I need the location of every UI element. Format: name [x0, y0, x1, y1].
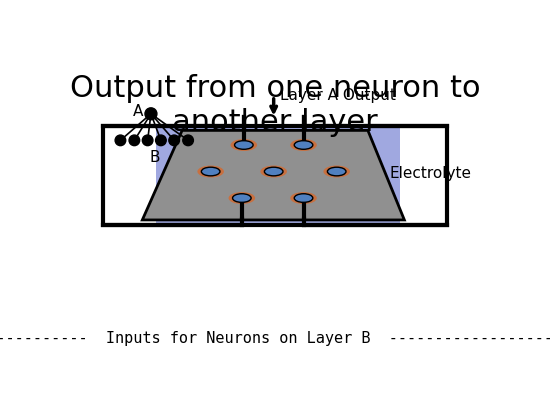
Ellipse shape	[201, 167, 220, 176]
Circle shape	[129, 135, 140, 146]
Text: Output from one neuron to
another layer: Output from one neuron to another layer	[70, 74, 480, 136]
Ellipse shape	[290, 192, 317, 204]
Circle shape	[145, 108, 157, 120]
Ellipse shape	[265, 167, 283, 176]
Text: B: B	[149, 150, 160, 165]
Ellipse shape	[294, 194, 313, 202]
Ellipse shape	[327, 167, 346, 176]
Ellipse shape	[260, 165, 287, 178]
Text: Electrolyte: Electrolyte	[389, 166, 471, 181]
Ellipse shape	[323, 165, 350, 178]
Ellipse shape	[290, 139, 317, 151]
Ellipse shape	[197, 165, 224, 178]
Circle shape	[142, 135, 153, 146]
Ellipse shape	[294, 141, 313, 149]
Ellipse shape	[233, 194, 251, 202]
Circle shape	[183, 135, 194, 146]
Bar	[102, 126, 448, 225]
Ellipse shape	[230, 139, 257, 151]
Circle shape	[156, 135, 166, 146]
Text: A: A	[133, 104, 144, 119]
Circle shape	[169, 135, 179, 146]
Bar	[156, 126, 400, 225]
Circle shape	[115, 135, 126, 146]
Ellipse shape	[234, 141, 253, 149]
Polygon shape	[142, 130, 404, 220]
Text: ^------------  Inputs for Neurons on Layer B  --------------------^: ^------------ Inputs for Neurons on Laye…	[0, 331, 550, 346]
Text: Layer A Output: Layer A Output	[279, 88, 395, 103]
Ellipse shape	[229, 192, 255, 204]
